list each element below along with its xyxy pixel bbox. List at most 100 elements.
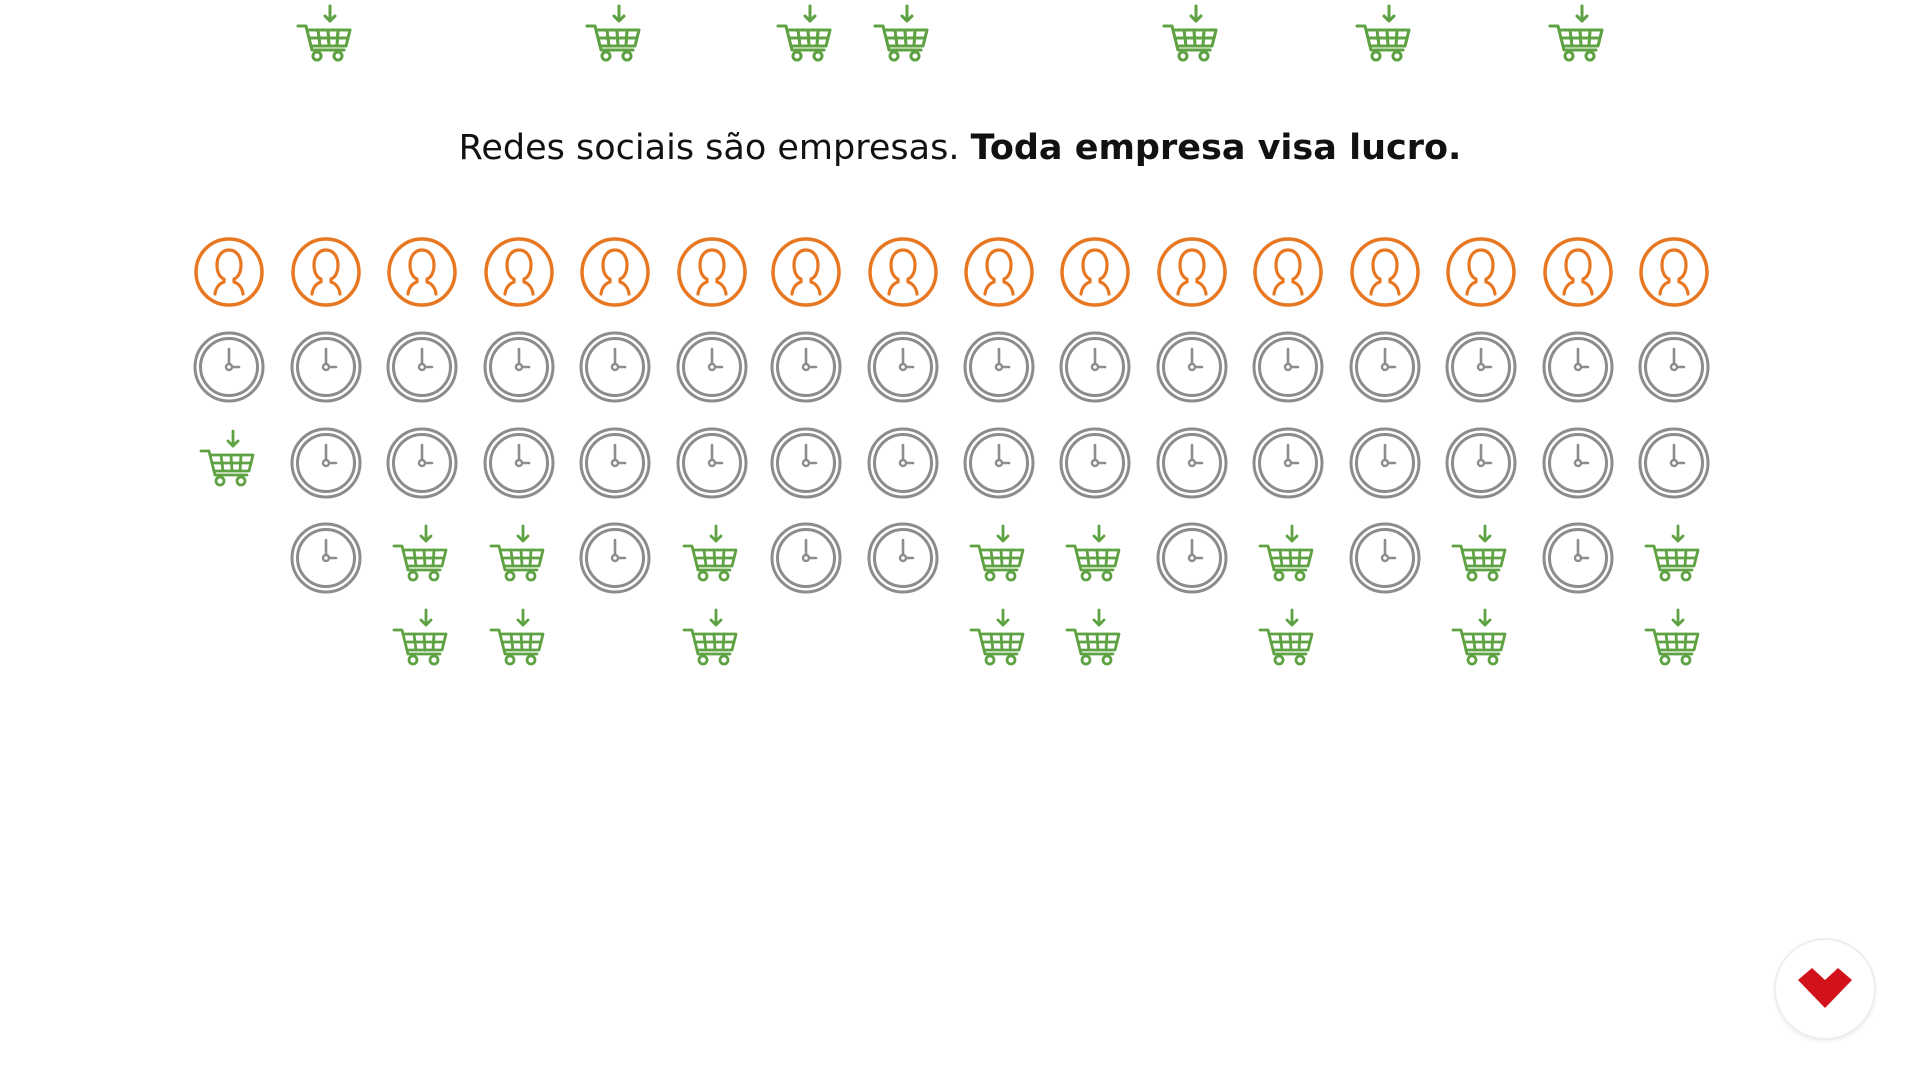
icon-column xyxy=(963,0,1035,1080)
title-normal-text: Redes sociais são empresas. xyxy=(458,128,960,168)
icon-column xyxy=(483,0,555,1080)
shopping-cart-icon xyxy=(386,520,458,592)
clock-icon xyxy=(867,522,939,594)
shopping-cart-icon xyxy=(1252,520,1324,592)
shopping-cart-icon xyxy=(963,520,1035,592)
shopping-cart-icon xyxy=(963,604,1035,676)
clock-icon xyxy=(1059,331,1131,403)
clock-icon xyxy=(1445,427,1517,499)
icon-column xyxy=(193,0,265,1080)
icon-column xyxy=(1542,0,1614,1080)
person-icon xyxy=(1059,236,1131,308)
clock-icon xyxy=(770,522,842,594)
shopping-cart-icon xyxy=(1445,520,1517,592)
shopping-cart-icon xyxy=(483,520,555,592)
person-icon xyxy=(1252,236,1324,308)
shopping-cart-icon xyxy=(1059,604,1131,676)
clock-icon xyxy=(867,331,939,403)
clock-icon xyxy=(386,427,458,499)
icon-column xyxy=(676,0,748,1080)
person-icon xyxy=(867,236,939,308)
shopping-cart-icon xyxy=(386,604,458,676)
person-icon xyxy=(290,236,362,308)
person-icon xyxy=(1638,236,1710,308)
shopping-cart-icon xyxy=(193,425,265,497)
clock-icon xyxy=(290,427,362,499)
clock-icon xyxy=(1349,427,1421,499)
clock-icon xyxy=(1638,331,1710,403)
person-icon xyxy=(579,236,651,308)
clock-icon xyxy=(963,427,1035,499)
shopping-cart-icon xyxy=(1252,604,1324,676)
person-icon xyxy=(483,236,555,308)
clock-icon xyxy=(1252,427,1324,499)
clock-icon xyxy=(1638,427,1710,499)
clock-icon xyxy=(1252,331,1324,403)
shopping-cart-icon xyxy=(1445,604,1517,676)
clock-icon xyxy=(1059,427,1131,499)
shopping-cart-icon xyxy=(676,604,748,676)
icon-column xyxy=(1059,0,1131,1080)
clock-icon xyxy=(963,331,1035,403)
clock-icon xyxy=(1445,331,1517,403)
shopping-cart-icon xyxy=(579,0,651,72)
person-icon xyxy=(963,236,1035,308)
clock-icon xyxy=(579,522,651,594)
icon-column xyxy=(1156,0,1228,1080)
shopping-cart-icon xyxy=(1156,0,1228,72)
clock-icon xyxy=(386,331,458,403)
shopping-cart-icon xyxy=(867,0,939,72)
person-icon xyxy=(1349,236,1421,308)
shopping-cart-icon xyxy=(1542,0,1614,72)
clock-icon xyxy=(579,331,651,403)
clock-icon xyxy=(867,427,939,499)
icon-column xyxy=(1445,0,1517,1080)
clock-icon xyxy=(1156,331,1228,403)
clock-icon xyxy=(770,331,842,403)
clock-icon xyxy=(290,522,362,594)
person-icon xyxy=(1542,236,1614,308)
clock-icon xyxy=(676,331,748,403)
clock-icon xyxy=(1349,522,1421,594)
clock-icon xyxy=(483,331,555,403)
icon-column xyxy=(867,0,939,1080)
person-icon xyxy=(1445,236,1517,308)
brand-logo-badge[interactable] xyxy=(1776,940,1874,1038)
clock-icon xyxy=(1156,522,1228,594)
shopping-cart-icon xyxy=(483,604,555,676)
clock-icon xyxy=(770,427,842,499)
brand-logo-icon xyxy=(1798,968,1852,1008)
shopping-cart-icon xyxy=(1349,0,1421,72)
clock-icon xyxy=(1156,427,1228,499)
icon-column xyxy=(1638,0,1710,1080)
clock-icon xyxy=(1349,331,1421,403)
icon-column xyxy=(386,0,458,1080)
clock-icon xyxy=(483,427,555,499)
icon-column xyxy=(579,0,651,1080)
shopping-cart-icon xyxy=(1638,604,1710,676)
icon-column xyxy=(1252,0,1324,1080)
clock-icon xyxy=(579,427,651,499)
shopping-cart-icon xyxy=(1638,520,1710,592)
clock-icon xyxy=(1542,427,1614,499)
clock-icon xyxy=(676,427,748,499)
shopping-cart-icon xyxy=(1059,520,1131,592)
person-icon xyxy=(193,236,265,308)
clock-icon xyxy=(290,331,362,403)
shopping-cart-icon xyxy=(290,0,362,72)
icon-column xyxy=(770,0,842,1080)
icon-column xyxy=(290,0,362,1080)
shopping-cart-icon xyxy=(770,0,842,72)
shopping-cart-icon xyxy=(676,520,748,592)
clock-icon xyxy=(1542,331,1614,403)
person-icon xyxy=(386,236,458,308)
person-icon xyxy=(676,236,748,308)
person-icon xyxy=(1156,236,1228,308)
page-title: Redes sociais são empresas. Toda empresa… xyxy=(0,128,1920,168)
person-icon xyxy=(770,236,842,308)
clock-icon xyxy=(193,331,265,403)
icon-column xyxy=(1349,0,1421,1080)
clock-icon xyxy=(1542,522,1614,594)
title-bold-text: Toda empresa visa lucro. xyxy=(970,128,1462,168)
